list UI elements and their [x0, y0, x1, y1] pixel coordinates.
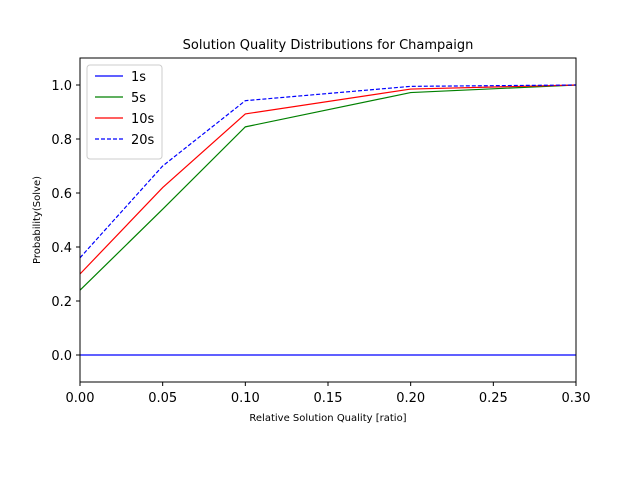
x-axis: 0.00 0.05 0.10 0.15 0.20 0.25 0.30 — [66, 382, 591, 406]
x-tick-label: 0.10 — [231, 391, 260, 406]
y-axis-label: Probability(Solve) — [32, 176, 43, 264]
chart-title: Solution Quality Distributions for Champ… — [183, 38, 474, 53]
legend-label-10s: 10s — [131, 112, 155, 127]
series-line-20s — [79, 84, 577, 259]
x-tick-label: 0.05 — [148, 391, 177, 406]
series-line-10s — [79, 84, 577, 275]
series-line-5s — [79, 84, 577, 291]
x-tick-label: 0.00 — [66, 391, 95, 406]
y-tick-label: 0.0 — [51, 349, 72, 364]
y-tick-label: 0.4 — [51, 241, 72, 256]
legend-label-5s: 5s — [131, 91, 146, 106]
y-tick-label: 0.8 — [51, 133, 72, 148]
legend-label-1s: 1s — [131, 70, 146, 85]
x-tick-label: 0.30 — [562, 391, 591, 406]
y-tick-label: 0.6 — [51, 187, 72, 202]
x-tick-label: 0.25 — [479, 391, 508, 406]
series-layer — [79, 84, 577, 356]
y-axis: 0.0 0.2 0.4 0.6 0.8 1.0 — [51, 79, 80, 364]
legend: 1s 5s 10s 20s — [86, 64, 163, 160]
x-tick-label: 0.20 — [396, 391, 425, 406]
legend-box — [86, 64, 163, 160]
x-tick-label: 0.15 — [314, 391, 343, 406]
legend-label-20s: 20s — [131, 133, 155, 148]
y-tick-label: 0.2 — [51, 295, 72, 310]
x-axis-label: Relative Solution Quality [ratio] — [249, 413, 406, 424]
y-tick-label: 1.0 — [51, 79, 72, 94]
